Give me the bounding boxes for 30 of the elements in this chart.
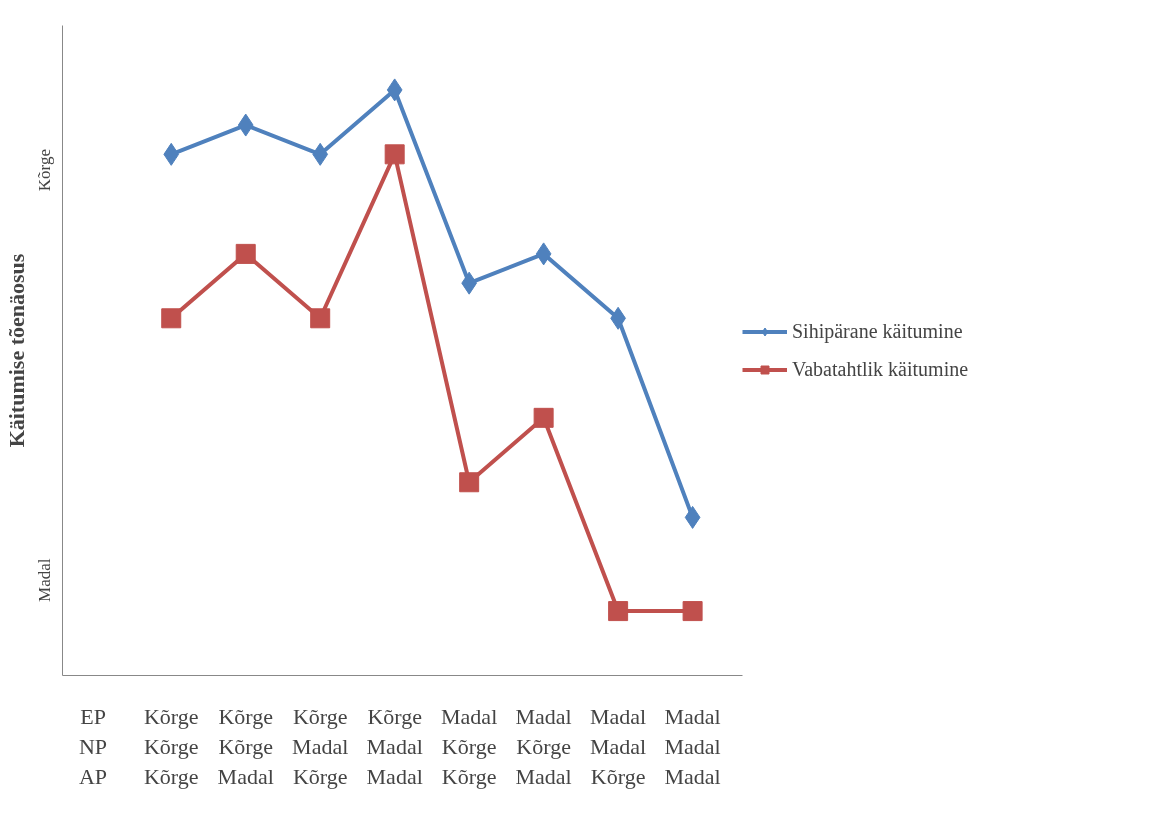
x-tick-label: Kõrge Kõrge Madal: [217, 703, 274, 789]
point: [237, 113, 254, 137]
x-tick-label: Kõrge Madal Kõrge: [292, 703, 349, 789]
point: [384, 144, 405, 165]
point: [386, 78, 403, 102]
point: [163, 142, 180, 166]
x-tick-label: Kõrge Madal Madal: [366, 703, 423, 789]
point: [533, 407, 554, 428]
point: [608, 601, 629, 622]
point: [312, 142, 329, 166]
legend-label: Vabatahtlik käitumine: [792, 357, 969, 381]
point: [684, 505, 701, 529]
point: [310, 308, 331, 329]
text: NP: [78, 733, 108, 759]
text: AP: [78, 763, 108, 789]
x-tick-label: Kõrge Kõrge Kõrge: [143, 703, 199, 789]
x-tick-label: Madal Kõrge Madal: [515, 703, 572, 789]
text: Madal: [35, 558, 54, 602]
text: Kõrge: [35, 148, 54, 192]
point: [161, 308, 182, 329]
x-tick-label: Madal Kõrge Kõrge: [441, 703, 498, 789]
point: [459, 472, 480, 493]
legend-label: Sihipärane käitumine: [792, 319, 963, 343]
x-tick-label: Madal Madal Kõrge: [590, 703, 647, 789]
point: [682, 601, 703, 622]
point: [535, 242, 552, 266]
x-tick-label: Madal Madal Madal: [664, 703, 721, 789]
text: EP: [80, 703, 106, 729]
point: [235, 243, 256, 264]
y-axis-title: Käitumise tõenäosus: [3, 253, 29, 448]
